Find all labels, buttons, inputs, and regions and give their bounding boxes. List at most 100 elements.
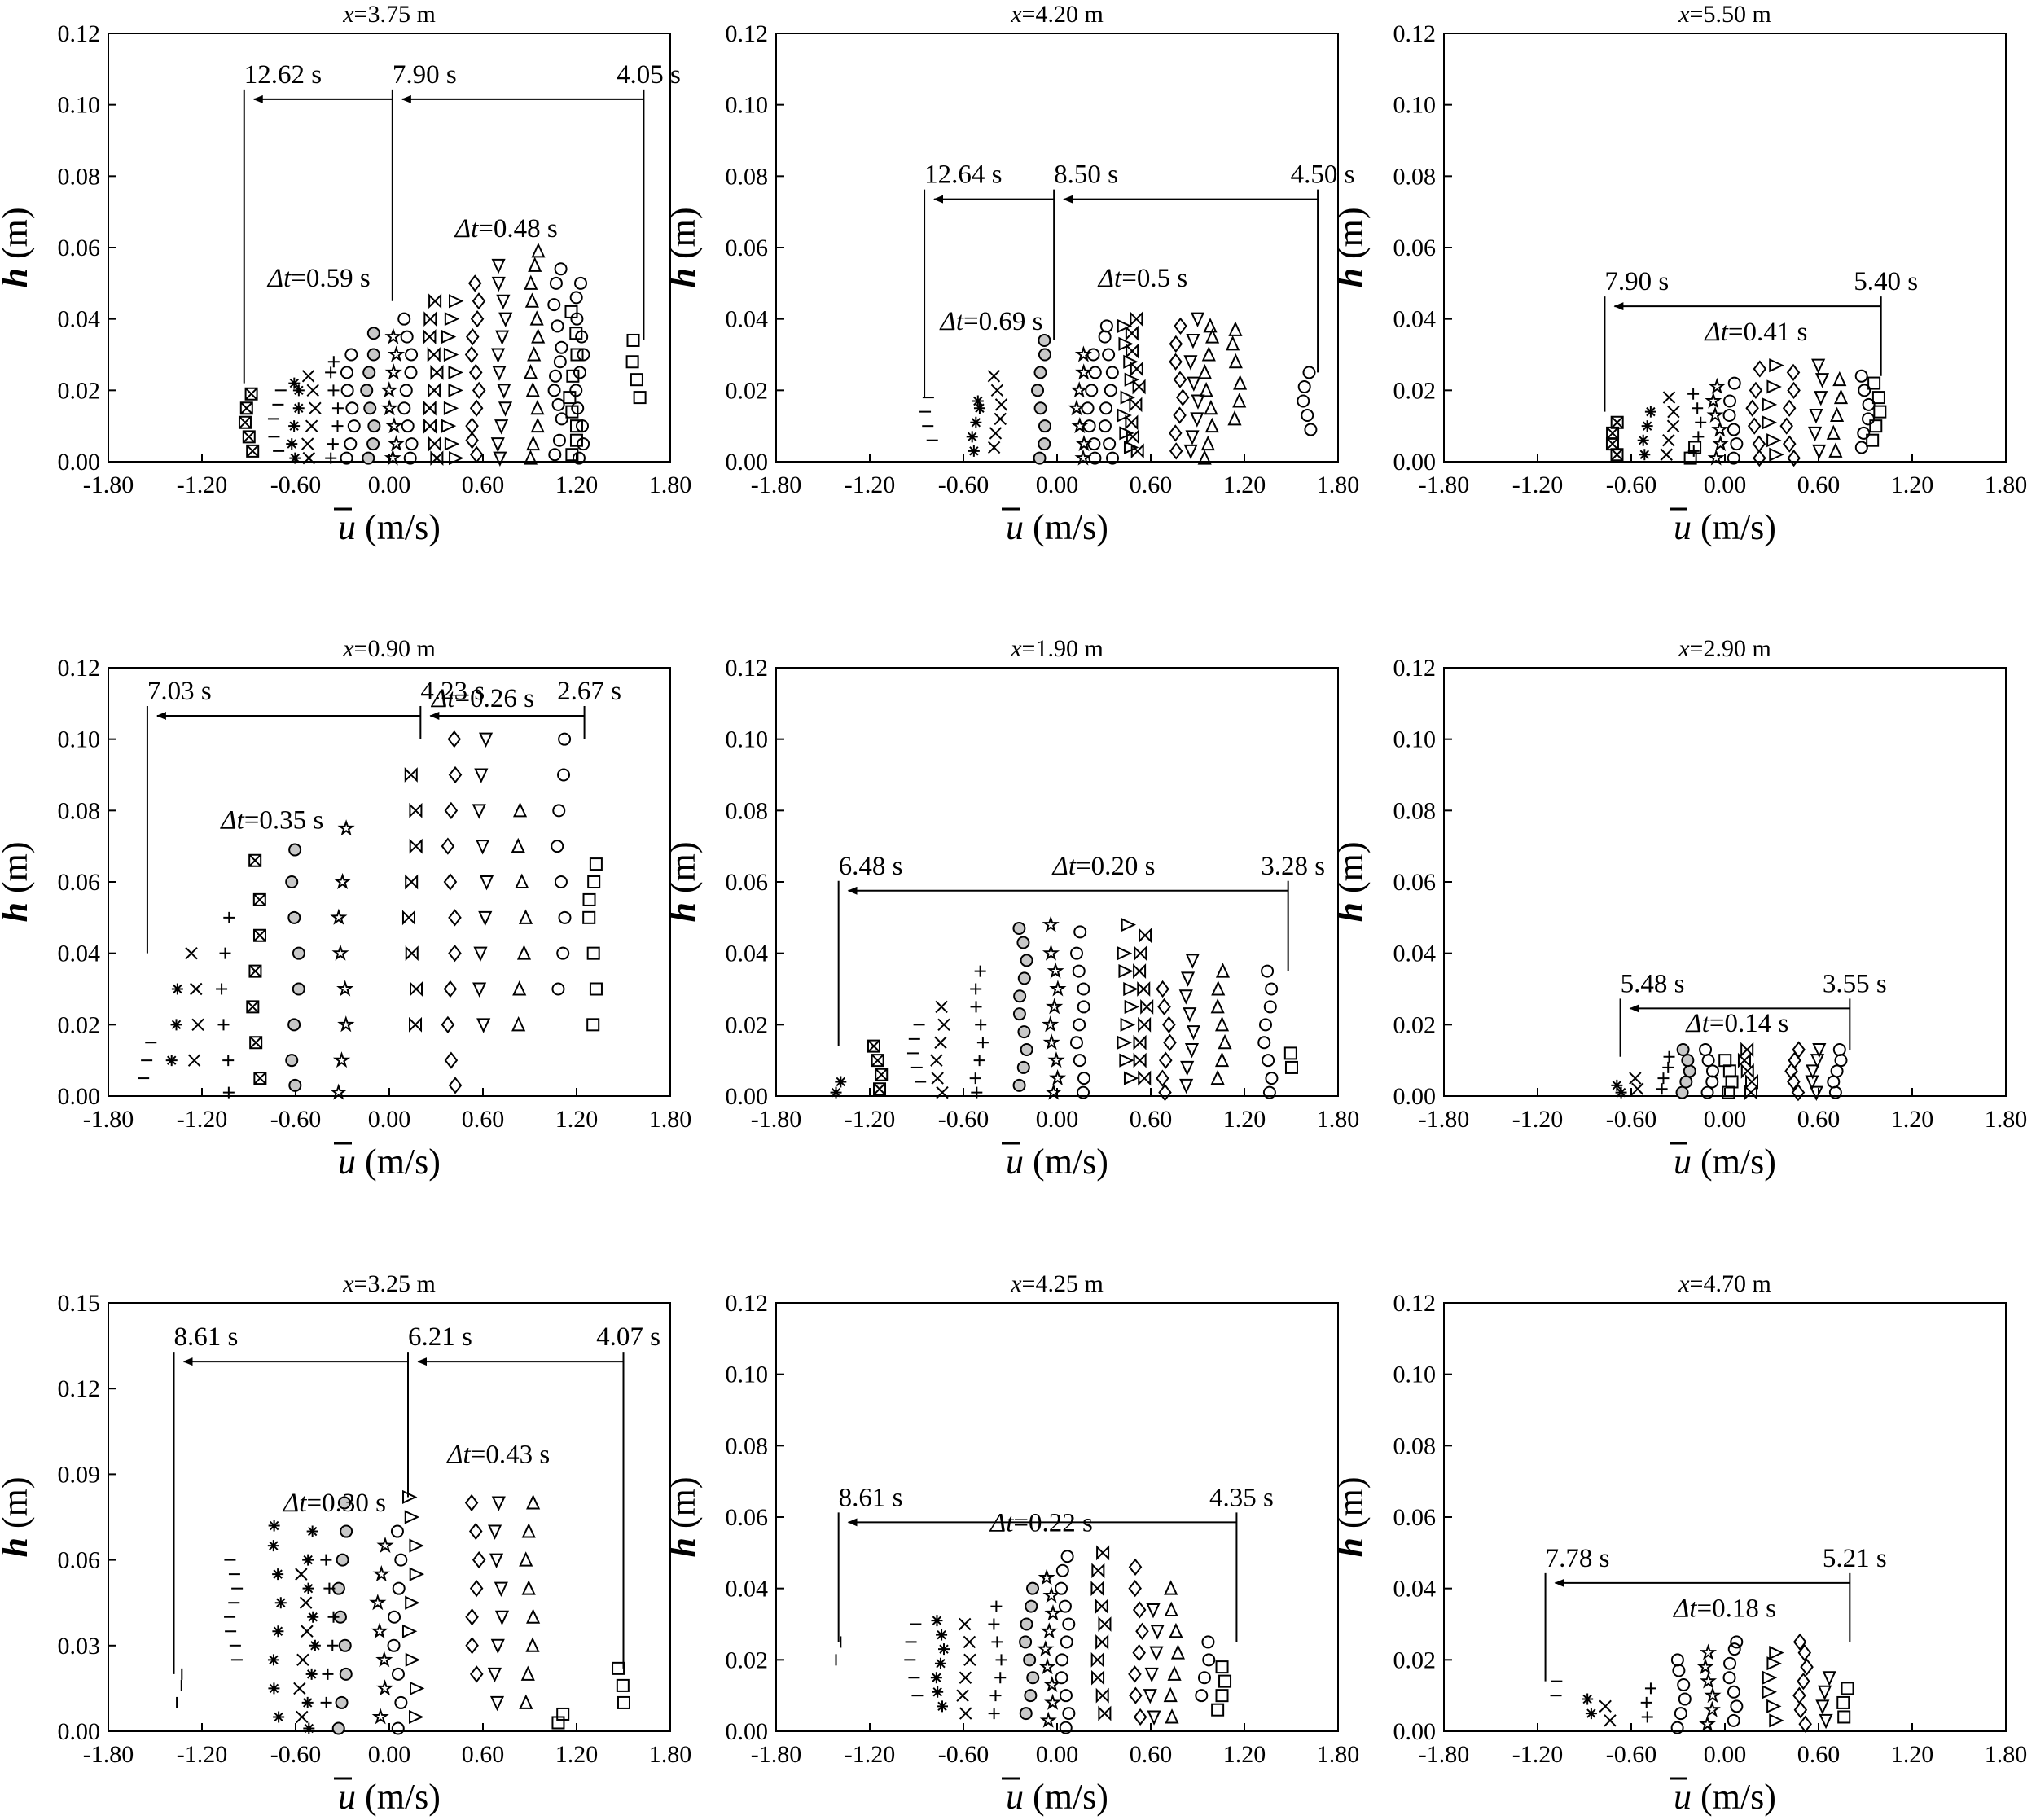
marker-square xyxy=(1284,1060,1298,1074)
series-triangle-up xyxy=(511,801,533,1032)
series-star xyxy=(380,327,406,466)
y-tick-label: 0.10 xyxy=(726,726,769,753)
marker-star xyxy=(1042,915,1060,932)
y-axis-label: h (m) xyxy=(0,207,35,287)
marker-star xyxy=(1042,1015,1060,1033)
series-circle xyxy=(1670,1653,1692,1734)
y-axis-label-var: h xyxy=(663,1537,703,1557)
y-axis-label-unit: (m) xyxy=(1331,1476,1371,1537)
x-tick-label: -1.20 xyxy=(845,471,896,498)
marker-circle xyxy=(1062,1617,1076,1631)
y-axis-label-var: h xyxy=(0,902,35,922)
series-asterisk xyxy=(830,1076,847,1099)
marker-circle xyxy=(1073,1054,1086,1068)
marker-circle-gray xyxy=(1026,1581,1040,1595)
marker-star xyxy=(336,980,354,997)
series-star xyxy=(1696,1643,1722,1732)
marker-circle xyxy=(1834,1054,1848,1068)
x-axis-label-var: u xyxy=(1674,1777,1692,1817)
marker-square xyxy=(589,982,603,996)
dt-label-value: =0.20 s xyxy=(1076,852,1155,881)
series-star xyxy=(1705,377,1730,466)
marker-cross xyxy=(931,1072,944,1085)
marker-square xyxy=(565,448,579,462)
marker-triangle-down xyxy=(1183,1007,1197,1023)
marker-bowtie xyxy=(409,802,423,818)
marker-triangle-down xyxy=(487,1667,502,1683)
marker-square xyxy=(551,1716,565,1730)
marker-asterisk xyxy=(972,395,984,407)
marker-triangle-down xyxy=(1149,1646,1164,1661)
y-tick-label: 0.00 xyxy=(726,1718,769,1745)
series-cross xyxy=(1629,1072,1644,1095)
y-tick-label: 0.06 xyxy=(726,1504,769,1531)
dt-label: Δt=0.48 s xyxy=(454,214,558,243)
marker-circle-gray xyxy=(1683,1064,1696,1078)
x-axis-label: u (m/s) xyxy=(1674,507,1776,547)
marker-triangle-right xyxy=(1123,981,1139,997)
y-axis-label-unit: (m) xyxy=(0,1476,35,1537)
marker-circle xyxy=(340,451,353,465)
marker-diamond xyxy=(1745,399,1759,417)
marker-circle xyxy=(1699,1043,1713,1057)
marker-bowtie xyxy=(405,945,419,962)
marker-plus xyxy=(1692,431,1705,443)
series-circle-gray xyxy=(331,1496,353,1735)
marker-square-hatch xyxy=(248,853,262,867)
x-axis-label-var: u xyxy=(338,1142,356,1182)
panel-title-var: x xyxy=(342,635,354,662)
marker-diamond xyxy=(1779,417,1793,435)
marker-square xyxy=(1725,1075,1739,1089)
time-marker-label: 4.05 s xyxy=(617,60,681,90)
marker-circle xyxy=(344,348,358,362)
panel-title: x=2.90 m xyxy=(1678,635,1771,662)
marker-star xyxy=(388,345,406,362)
marker-plus xyxy=(971,1086,983,1099)
marker-square-hatch xyxy=(249,1036,263,1050)
marker-triangle-up xyxy=(1828,442,1843,458)
dt-label-var: Δt xyxy=(282,1489,307,1518)
series-circle xyxy=(1854,369,1876,454)
marker-triangle-right xyxy=(402,1489,418,1505)
marker-circle xyxy=(340,366,353,379)
marker-asterisk xyxy=(936,1629,948,1641)
series-asterisk xyxy=(930,1615,950,1713)
marker-diamond xyxy=(1787,1072,1801,1091)
marker-triangle-right xyxy=(1124,999,1140,1014)
marker-square-hatch xyxy=(1610,448,1624,462)
marker-bowtie xyxy=(1133,1034,1147,1050)
y-tick-label: 0.12 xyxy=(58,655,101,682)
series-circle xyxy=(547,262,568,462)
marker-circle xyxy=(397,312,411,326)
y-axis-label-var: h xyxy=(1331,268,1371,287)
marker-triangle-right xyxy=(1769,447,1784,462)
marker-circle xyxy=(1086,348,1100,362)
x-tick-label: 1.20 xyxy=(1891,1741,1934,1768)
dt-label: Δt=0.41 s xyxy=(1703,318,1807,347)
y-tick-label: 0.06 xyxy=(726,235,769,261)
x-tick-label: -0.60 xyxy=(270,1741,322,1768)
marker-circle xyxy=(1070,946,1084,960)
x-tick-label: -1.80 xyxy=(83,1106,134,1133)
marker-diamond xyxy=(1792,1686,1806,1704)
x-tick-label: 0.00 xyxy=(368,1106,411,1133)
marker-triangle-down xyxy=(1143,1689,1157,1704)
marker-diamond xyxy=(1129,1686,1143,1704)
marker-square xyxy=(1837,1710,1851,1724)
marker-star xyxy=(380,399,398,416)
series-tick xyxy=(835,1636,842,1666)
marker-star xyxy=(1074,449,1092,466)
x-tick-label: 1.20 xyxy=(555,1106,599,1133)
series-cross xyxy=(1599,1699,1617,1727)
marker-bowtie xyxy=(1139,928,1152,944)
marker-cross xyxy=(987,370,1001,383)
marker-asterisk xyxy=(936,1700,948,1713)
marker-asterisk xyxy=(930,1672,942,1684)
marker-asterisk xyxy=(272,1625,284,1638)
marker-asterisk xyxy=(267,1654,279,1666)
marker-bowtie xyxy=(1129,397,1143,413)
marker-square xyxy=(587,875,601,888)
y-tick-label: 0.10 xyxy=(1393,1362,1437,1388)
marker-star xyxy=(1700,1672,1718,1689)
marker-plus xyxy=(217,1019,230,1031)
